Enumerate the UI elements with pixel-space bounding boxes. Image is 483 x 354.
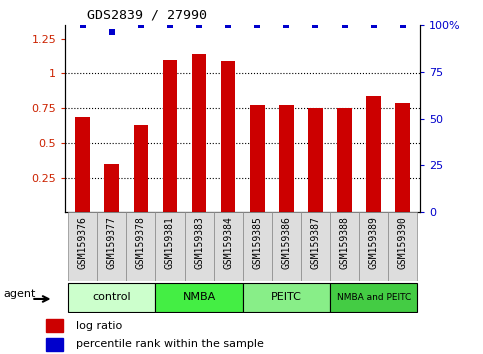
- Text: NMBA and PEITC: NMBA and PEITC: [337, 293, 411, 302]
- Point: [399, 22, 407, 28]
- Bar: [330, 212, 359, 281]
- Point: [79, 22, 86, 28]
- FancyBboxPatch shape: [68, 283, 156, 312]
- Bar: [104, 164, 119, 212]
- Bar: [359, 212, 388, 281]
- Text: PEITC: PEITC: [271, 292, 302, 302]
- Bar: [388, 212, 417, 281]
- Text: GSM159384: GSM159384: [223, 216, 233, 269]
- Bar: [396, 103, 410, 212]
- Bar: [272, 212, 301, 281]
- Text: percentile rank within the sample: percentile rank within the sample: [76, 339, 264, 349]
- Text: GSM159387: GSM159387: [311, 216, 320, 269]
- Bar: [75, 116, 90, 212]
- Point: [224, 22, 232, 28]
- Text: GSM159377: GSM159377: [107, 216, 117, 269]
- Point: [370, 22, 378, 28]
- Point: [166, 22, 174, 28]
- Text: GSM159389: GSM159389: [369, 216, 379, 269]
- Text: NMBA: NMBA: [183, 292, 216, 302]
- Point: [195, 22, 203, 28]
- Point: [108, 29, 115, 35]
- Text: GDS2839 / 27990: GDS2839 / 27990: [87, 9, 207, 22]
- Bar: [250, 105, 265, 212]
- Bar: [97, 212, 127, 281]
- Bar: [367, 96, 381, 212]
- Text: agent: agent: [3, 289, 36, 299]
- Text: GSM159385: GSM159385: [252, 216, 262, 269]
- Point: [254, 22, 261, 28]
- Text: GSM159388: GSM159388: [340, 216, 350, 269]
- Bar: [134, 125, 148, 212]
- Bar: [185, 212, 213, 281]
- Text: GSM159381: GSM159381: [165, 216, 175, 269]
- Text: GSM159390: GSM159390: [398, 216, 408, 269]
- Point: [283, 22, 290, 28]
- Bar: [308, 108, 323, 212]
- Text: GSM159376: GSM159376: [78, 216, 87, 269]
- Bar: [127, 212, 156, 281]
- Point: [312, 22, 319, 28]
- Bar: [337, 108, 352, 212]
- Point: [137, 22, 145, 28]
- Bar: [243, 212, 272, 281]
- Bar: [301, 212, 330, 281]
- FancyBboxPatch shape: [156, 283, 243, 312]
- Bar: [46, 319, 63, 332]
- Text: GSM159378: GSM159378: [136, 216, 146, 269]
- Text: control: control: [92, 292, 131, 302]
- Bar: [46, 338, 63, 351]
- Bar: [221, 61, 235, 212]
- Bar: [192, 54, 206, 212]
- Bar: [213, 212, 243, 281]
- FancyBboxPatch shape: [330, 283, 417, 312]
- Bar: [156, 212, 185, 281]
- Bar: [163, 59, 177, 212]
- Bar: [68, 212, 97, 281]
- Point: [341, 22, 348, 28]
- Text: GSM159383: GSM159383: [194, 216, 204, 269]
- FancyBboxPatch shape: [243, 283, 330, 312]
- Text: log ratio: log ratio: [76, 321, 123, 331]
- Bar: [279, 105, 294, 212]
- Text: GSM159386: GSM159386: [282, 216, 291, 269]
